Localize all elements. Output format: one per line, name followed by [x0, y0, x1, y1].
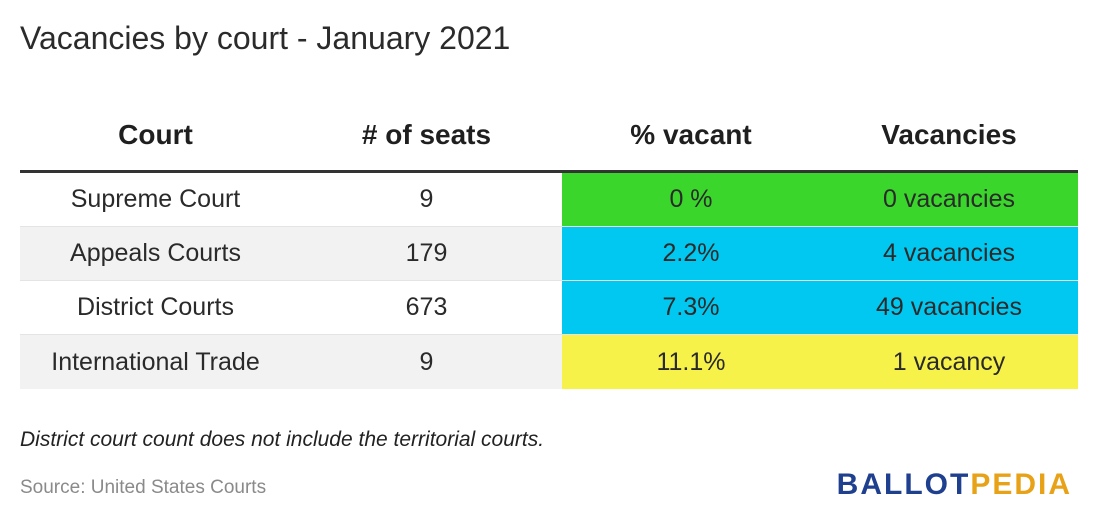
cell-pct-vacant: 0 %: [562, 173, 820, 226]
table-header: Court # of seats % vacant Vacancies: [20, 100, 1078, 173]
logo-part-pedia: PEDIA: [970, 468, 1072, 501]
logo-part-ballot: BALLOT: [836, 468, 971, 501]
chart-title: Vacancies by court - January 2021: [20, 20, 511, 56]
cell-vacancies: 1 vacancy: [820, 335, 1078, 389]
source-credit: Source: United States Courts: [20, 477, 267, 498]
cell-pct-vacant: 11.1%: [562, 335, 820, 389]
table-row: International Trade 9 11.1% 1 vacancy: [20, 335, 1078, 389]
header-seats: # of seats: [361, 119, 492, 150]
cell-court: Appeals Courts: [70, 239, 241, 267]
cell-pct-vacant: 7.3%: [562, 281, 820, 334]
footnote: District court count does not include th…: [20, 428, 545, 451]
cell-seats: 9: [419, 185, 434, 213]
header-vacancies: Vacancies: [881, 119, 1017, 150]
cell-seats: 9: [419, 347, 434, 376]
cell-court: District Courts: [77, 293, 234, 321]
cell-pct-vacant: 2.2%: [562, 227, 820, 280]
vacancies-table: Court # of seats % vacant Vacancies Supr…: [20, 100, 1078, 389]
cell-seats: 179: [405, 239, 448, 267]
header-court: Court: [118, 119, 193, 150]
cell-vacancies: 4 vacancies: [820, 227, 1078, 280]
table-row: Appeals Courts 179 2.2% 4 vacancies: [20, 227, 1078, 281]
cell-vacancies: 0 vacancies: [820, 173, 1078, 226]
table-row: District Courts 673 7.3% 49 vacancies: [20, 281, 1078, 335]
ballotpedia-logo: BALLOTPEDIA: [837, 468, 1072, 502]
cell-court: Supreme Court: [70, 185, 241, 213]
table-row: Supreme Court 9 0 % 0 vacancies: [20, 173, 1078, 227]
cell-vacancies: 49 vacancies: [820, 281, 1078, 334]
cell-seats: 673: [405, 293, 448, 321]
cell-court: International Trade: [51, 347, 260, 376]
header-pct-vacant: % vacant: [630, 119, 752, 150]
